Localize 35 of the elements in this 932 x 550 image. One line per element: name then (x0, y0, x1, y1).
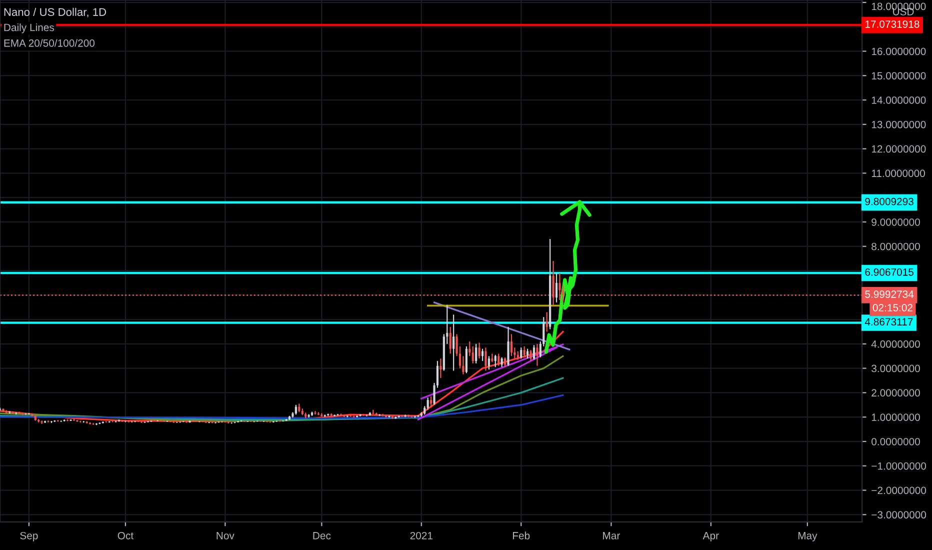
x-tick-label: May (798, 532, 818, 542)
y-tick-label: 11.0000000 (872, 170, 925, 178)
ref-line-label: 17.0731918 (865, 20, 920, 28)
text: Nano / US Dollar, 1D (4, 8, 106, 18)
y-tick-label: 14.0000000 (872, 96, 926, 104)
annotation: Daily Lines (4, 23, 54, 34)
y-tick-label: −2.0000000 (872, 486, 926, 494)
ref-line-label: 5.9992734 (865, 290, 914, 298)
x-tick-label: Nov (216, 532, 234, 540)
y-tick-label: 8.0000000 (872, 242, 920, 250)
y-tick-label: 12.0000000 (872, 145, 926, 153)
x-tick-label: Feb (513, 532, 530, 540)
ref-line-label: 9.8009293 (865, 198, 914, 206)
x-tick-label: Apr (702, 532, 719, 542)
x-tick-label: Sep (20, 532, 38, 542)
y-tick-label: 0.0000000 (872, 438, 920, 446)
y-tick-label: 3.0000000 (872, 364, 920, 372)
y-tick-label: 13.0000000 (872, 120, 926, 128)
x-tick-label: Oct (118, 532, 134, 540)
x-tick-label: 2021 (410, 532, 432, 540)
annotation: EMA 20/50/100/200 (4, 39, 95, 47)
y-tick-label: 2.0000000 (872, 389, 920, 397)
y-tick-label: 16.0000000 (872, 48, 926, 56)
y-tick-label: 18.0000000 (872, 2, 926, 10)
y-tick-label: 9.0000000 (872, 218, 920, 226)
y-tick-label: −3.0000000 (872, 511, 926, 519)
y-tick-label: 4.0000000 (871, 340, 920, 348)
y-tick-label: −1.0000000 (872, 462, 926, 470)
x-tick-label: Mar (603, 532, 620, 540)
y-tick-label: 1.0000000 (872, 414, 920, 421)
x-tick-label: Dec (313, 532, 331, 540)
ref-line-label: 6.9067015 (865, 268, 914, 276)
text: 02:15:02 (872, 304, 912, 312)
ref-line-label: 4.8673117 (864, 318, 913, 326)
y-tick-label: 15.0000000 (872, 72, 926, 80)
